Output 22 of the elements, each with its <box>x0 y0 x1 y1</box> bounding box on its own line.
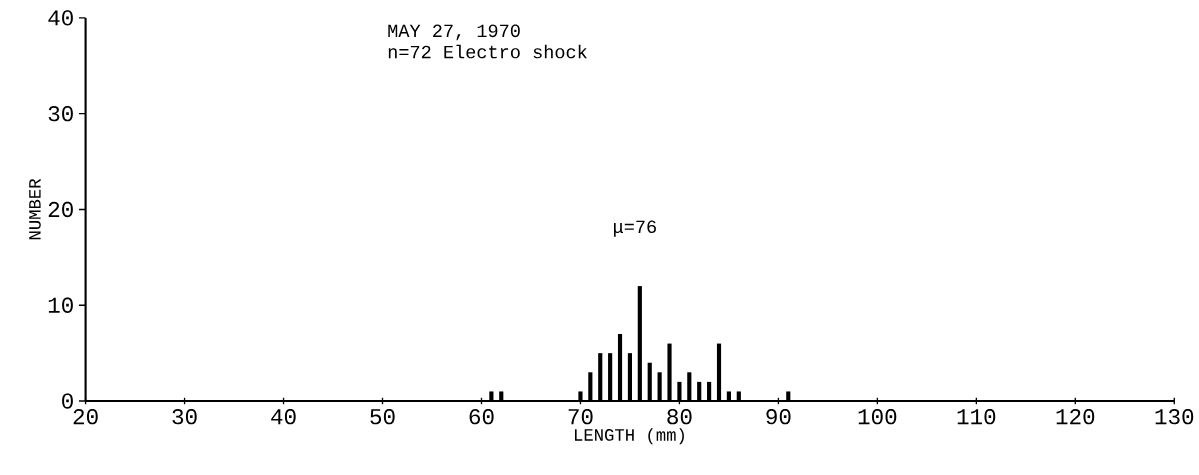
y-tick-label: 10 <box>48 297 73 314</box>
x-tick-label: 40 <box>271 409 296 425</box>
x-tick-label: 100 <box>858 409 897 425</box>
annotation: μ=76 <box>614 220 656 237</box>
x-tick-label: 20 <box>73 409 98 425</box>
text: n=72 Electro shock <box>388 44 587 59</box>
x-tick-label: 120 <box>1056 409 1095 425</box>
y-axis-title: NUMBER <box>29 179 41 240</box>
y-tick-label: 0 <box>62 393 73 409</box>
chart-title: MAY 27, 1970 <box>388 24 520 41</box>
x-tick-label: 30 <box>172 409 197 425</box>
y-tick-label: 40 <box>48 10 73 26</box>
x-tick-label: 130 <box>1155 409 1194 425</box>
x-tick-label: 80 <box>667 409 692 425</box>
x-tick-label: 110 <box>957 409 996 425</box>
x-tick-label: 60 <box>469 409 494 425</box>
x-axis-title: LENGTH (mm) <box>575 428 684 445</box>
x-tick-label: 70 <box>568 409 593 425</box>
x-tick-label: 50 <box>370 409 395 425</box>
y-tick-label: 30 <box>48 106 73 122</box>
x-tick-label: 90 <box>766 409 791 425</box>
y-tick-label: 20 <box>48 201 73 218</box>
